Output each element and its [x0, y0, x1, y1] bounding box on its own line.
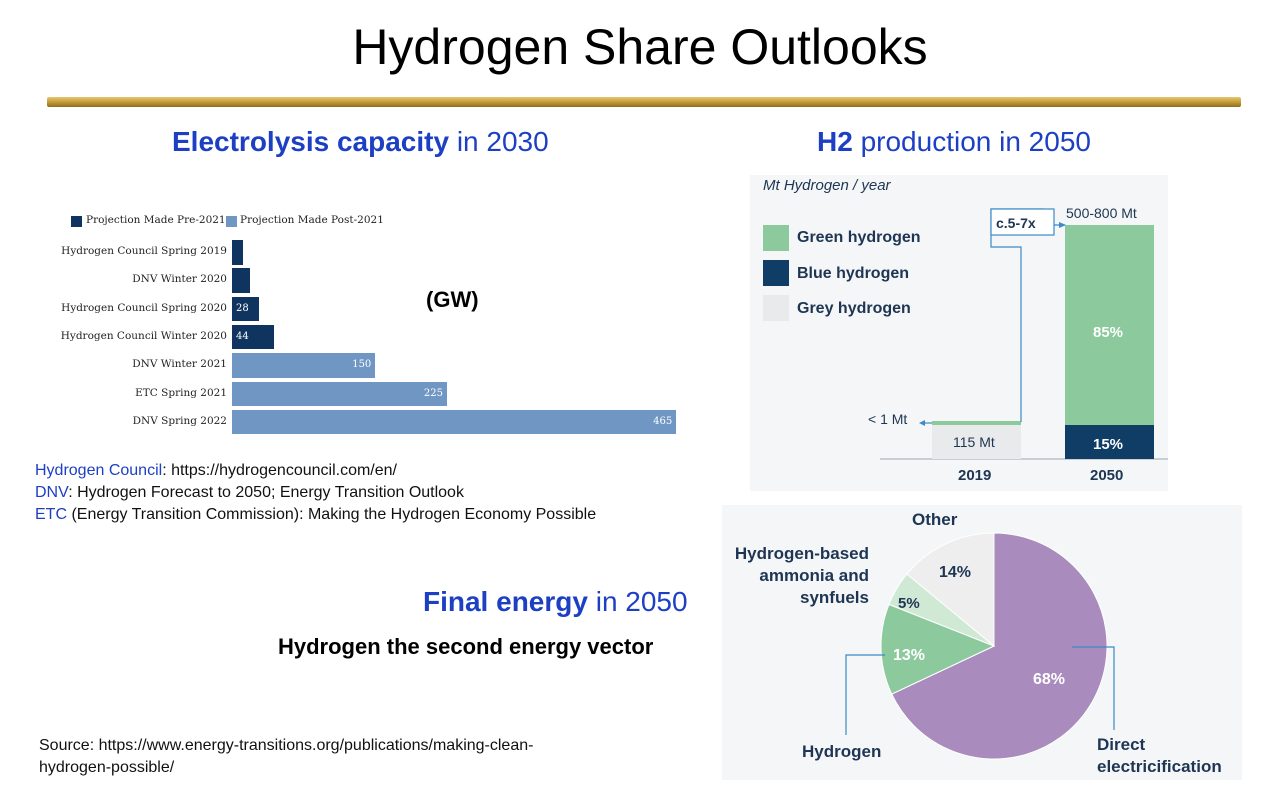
- bar-2019-green: [932, 421, 1021, 425]
- bar-value-label: 465: [653, 415, 673, 427]
- bar-value-label: 225: [423, 387, 443, 399]
- legend-swatch-grey: [763, 295, 789, 321]
- pie-slice-other: [906, 532, 995, 648]
- h2-stacked-bar-chart: [880, 208, 1168, 460]
- blue-2050-label: 15%: [1093, 436, 1124, 453]
- growth-connector: [990, 208, 1065, 422]
- reference-etc: ETC (Energy Transition Commission): Maki…: [35, 506, 596, 524]
- green-2019-label: < 1 Mt: [868, 411, 908, 427]
- pie-value-direct: 68%: [1033, 671, 1066, 688]
- reference-key: DNV: [35, 484, 69, 501]
- bar-category-label: DNV Spring 2022: [132, 414, 227, 427]
- reference-text: : Hydrogen Forecast to 2050; Energy Tran…: [68, 484, 464, 501]
- unit-label: (GW): [426, 287, 479, 312]
- pie-label-ammonia-line3: synfuels: [800, 588, 869, 607]
- legend-label-pre-2021: Projection Made Pre-2021: [86, 214, 226, 226]
- leader-direct: [1072, 646, 1115, 730]
- growth-box: [990, 208, 1055, 236]
- final-energy-heading: Final energy in 2050: [423, 586, 688, 618]
- legend-label-blue: Blue hydrogen: [797, 265, 910, 282]
- bar-category-label: DNV Winter 2020: [132, 273, 227, 286]
- legend-swatch-blue: [763, 260, 789, 286]
- source-note: Source: https://www.energy-transitions.o…: [39, 737, 534, 776]
- final-energy-panel: Other Hydrogen-based ammonia and synfuel…: [722, 505, 1242, 780]
- h2-production-panel: Mt Hydrogen / year Green hydrogen Blue h…: [750, 175, 1168, 491]
- bar-category-label: Hydrogen Council Spring 2020: [61, 301, 227, 314]
- growth-arrow-head: [1059, 222, 1066, 228]
- leader-hydrogen: [845, 654, 885, 735]
- h2-production-heading-rest: production in 2050: [852, 126, 1091, 157]
- pie-label-ammonia: Hydrogen-based ammonia and synfuels: [727, 543, 869, 609]
- h2-production-heading-bold: H2: [817, 126, 853, 157]
- reference-text: (Energy Transition Commission): Making t…: [67, 506, 597, 523]
- pie-label-other: Other: [912, 510, 958, 529]
- bar-category-label: Hydrogen Council Winter 2020: [60, 329, 227, 342]
- legend-swatch-green: [763, 225, 789, 251]
- legend-label-post-2021: Projection Made Post-2021: [240, 214, 384, 226]
- pie-label-hydrogen: Hydrogen: [802, 742, 882, 761]
- pie-label-ammonia-line2: ammonia and: [759, 566, 869, 585]
- legend-label-green: Green hydrogen: [797, 229, 921, 246]
- bar-post: [232, 353, 376, 378]
- reference-hydrogen-council: Hydrogen Council: https://hydrogencounci…: [35, 462, 397, 480]
- bar-value-label: 150: [352, 359, 372, 371]
- x-tick-2019: 2019: [958, 467, 992, 484]
- final-energy-subtitle: Hydrogen the second energy vector: [278, 634, 654, 659]
- bar-post: [232, 409, 677, 435]
- legend-label-grey: Grey hydrogen: [797, 300, 911, 317]
- electrolysis-heading-bold: Electrolysis capacity: [172, 126, 450, 157]
- h2-axis-title: Mt Hydrogen / year: [763, 177, 891, 194]
- bar-2050-blue: [1065, 425, 1154, 459]
- final-energy-heading-rest: in 2050: [587, 586, 688, 617]
- pie-label-direct-line2: electricification: [1097, 757, 1222, 776]
- pie-value-ammonia: 5%: [898, 595, 920, 612]
- grey-2019-label: 115 Mt: [953, 434, 995, 450]
- reference-key: Hydrogen Council: [35, 462, 163, 479]
- bar-category-label: DNV Winter 2021: [132, 358, 227, 371]
- electrolysis-heading: Electrolysis capacity in 2030: [172, 126, 549, 158]
- pie-label-ammonia-line1: Hydrogen-based: [734, 544, 869, 563]
- electrolysis-bar-chart: Hydrogen Council Spring 2019 DNV Winter 2…: [0, 0, 700, 450]
- bar-pre: [232, 296, 259, 322]
- bar-pre: [232, 240, 244, 265]
- bar-post: [232, 381, 447, 406]
- green-2050-label: 85%: [1093, 324, 1124, 341]
- pie-value-hydrogen: 13%: [893, 647, 926, 664]
- bar-pre: [232, 324, 275, 350]
- growth-label: c.5-7x: [996, 215, 1036, 231]
- bar-2019-grey: [932, 425, 1021, 459]
- final-energy-pie-chart: [845, 532, 1115, 760]
- final-energy-heading-bold: Final energy: [423, 586, 588, 617]
- title-divider: [47, 97, 1241, 107]
- legend-swatch-pre-2021: [71, 216, 82, 227]
- bar-category-label: ETC Spring 2021: [135, 386, 227, 399]
- reference-key: ETC: [35, 506, 67, 523]
- pie-label-direct-line1: Direct: [1097, 735, 1146, 754]
- electrolysis-heading-rest: in 2030: [449, 126, 549, 157]
- bar-value-label: 28: [236, 302, 249, 314]
- bar-pre: [232, 268, 251, 293]
- pie-slice-hydrogen: [880, 603, 996, 695]
- legend-swatch-post-2021: [226, 216, 237, 227]
- bar-2050-green: [1065, 225, 1154, 425]
- bar-category-label: Hydrogen Council Spring 2019: [61, 245, 227, 257]
- reference-text: : https://hydrogencouncil.com/en/: [162, 462, 397, 479]
- small-arrow-head: [919, 420, 925, 426]
- page-title: Hydrogen Share Outlooks: [352, 19, 928, 75]
- h2-production-heading: H2 production in 2050: [817, 126, 1091, 158]
- pie-slice-direct-electricification: [891, 532, 1108, 760]
- pie-value-other: 14%: [939, 564, 972, 581]
- pie-label-direct: Direct electricification: [1097, 734, 1222, 778]
- x-tick-2050: 2050: [1090, 467, 1124, 484]
- bar-value-label: 44: [236, 330, 249, 342]
- total-2050-label: 500-800 Mt: [1066, 205, 1137, 221]
- reference-dnv: DNV: Hydrogen Forecast to 2050; Energy T…: [35, 484, 464, 502]
